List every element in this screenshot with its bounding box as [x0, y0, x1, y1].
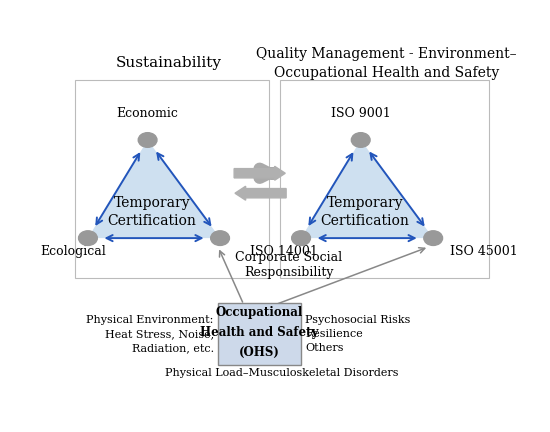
Text: Physical Environment:
Heat Stress, Noise,
Radiation, etc.: Physical Environment: Heat Stress, Noise…	[86, 315, 213, 353]
FancyBboxPatch shape	[218, 303, 301, 365]
Text: Temporary
Certification: Temporary Certification	[321, 197, 409, 228]
Text: ISO 45001: ISO 45001	[450, 245, 518, 258]
FancyArrow shape	[234, 166, 285, 180]
Text: Economic: Economic	[117, 107, 179, 120]
Polygon shape	[301, 140, 433, 238]
Circle shape	[138, 133, 157, 147]
Text: Corporate Social
Responsibility: Corporate Social Responsibility	[235, 251, 342, 280]
Circle shape	[211, 231, 229, 245]
FancyArrow shape	[235, 186, 286, 200]
Polygon shape	[88, 140, 220, 238]
Circle shape	[351, 133, 370, 147]
Text: Psychosocial Risks
Resilience
Others: Psychosocial Risks Resilience Others	[305, 315, 411, 353]
Circle shape	[79, 231, 97, 245]
Text: Occupational
Health and Safety
(OHS): Occupational Health and Safety (OHS)	[200, 305, 318, 359]
Text: ISO 9001: ISO 9001	[331, 107, 390, 120]
Text: Sustainability: Sustainability	[116, 57, 222, 70]
Text: Quality Management - Environment–
Occupational Health and Safety: Quality Management - Environment– Occupa…	[256, 47, 516, 79]
Text: ISO 14001: ISO 14001	[250, 245, 318, 258]
Circle shape	[292, 231, 310, 245]
Circle shape	[424, 231, 443, 245]
FancyBboxPatch shape	[280, 80, 488, 278]
Text: Physical Load–Musculoskeletal Disorders: Physical Load–Musculoskeletal Disorders	[165, 368, 399, 378]
Text: Temporary
Certification: Temporary Certification	[107, 197, 196, 228]
Text: Ecological: Ecological	[40, 245, 106, 258]
FancyBboxPatch shape	[75, 80, 269, 278]
